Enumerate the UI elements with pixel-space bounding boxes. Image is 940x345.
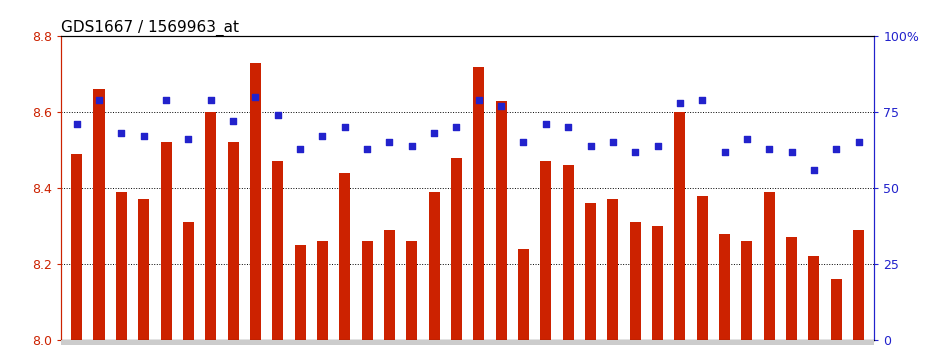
Bar <box>763 192 775 340</box>
Point <box>292 146 307 151</box>
Bar <box>451 158 462 340</box>
Point <box>427 131 442 136</box>
Point <box>784 149 799 154</box>
Point <box>516 140 531 145</box>
Point <box>560 125 575 130</box>
Bar <box>742 241 752 340</box>
Point <box>628 149 643 154</box>
Point <box>672 100 687 106</box>
Point <box>583 143 598 148</box>
Bar <box>562 165 573 340</box>
Point <box>226 118 241 124</box>
Bar <box>674 112 685 340</box>
Point <box>136 134 151 139</box>
Bar <box>853 230 864 340</box>
Point <box>180 137 196 142</box>
Bar <box>697 196 708 340</box>
Bar <box>227 142 239 340</box>
Bar <box>362 241 373 340</box>
Bar <box>429 192 440 340</box>
Bar <box>384 230 395 340</box>
Bar <box>205 112 216 340</box>
Bar <box>273 161 283 340</box>
Point <box>70 121 85 127</box>
Bar <box>607 199 619 340</box>
Point <box>337 125 352 130</box>
Bar <box>540 161 552 340</box>
Point <box>382 140 397 145</box>
Point <box>91 97 106 103</box>
Bar <box>61 340 874 345</box>
Point <box>717 149 732 154</box>
Point <box>471 97 486 103</box>
Bar <box>93 89 104 340</box>
Bar <box>719 234 730 340</box>
Point <box>159 97 174 103</box>
Bar <box>294 245 306 340</box>
Bar <box>406 241 417 340</box>
Bar <box>183 222 194 340</box>
Bar <box>317 241 328 340</box>
Bar <box>786 237 797 340</box>
Bar <box>495 101 507 340</box>
Point <box>114 131 129 136</box>
Point <box>315 134 330 139</box>
Bar <box>652 226 663 340</box>
Point <box>650 143 665 148</box>
Point <box>851 140 866 145</box>
Bar <box>831 279 842 340</box>
Point <box>539 121 554 127</box>
Point <box>829 146 844 151</box>
Bar <box>138 199 149 340</box>
Point <box>761 146 776 151</box>
Point <box>449 125 464 130</box>
Point <box>695 97 710 103</box>
Bar <box>473 67 484 340</box>
Bar <box>339 173 351 340</box>
Bar <box>808 256 820 340</box>
Point <box>248 94 263 100</box>
Point <box>740 137 755 142</box>
Point <box>203 97 218 103</box>
Bar <box>585 203 596 340</box>
Point <box>404 143 419 148</box>
Bar <box>518 249 529 340</box>
Bar <box>71 154 83 340</box>
Bar <box>630 222 641 340</box>
Point <box>605 140 620 145</box>
Bar <box>161 142 172 340</box>
Point <box>494 103 509 109</box>
Bar <box>250 63 261 340</box>
Point <box>360 146 375 151</box>
Text: GDS1667 / 1569963_at: GDS1667 / 1569963_at <box>61 20 239 36</box>
Bar <box>116 192 127 340</box>
Point <box>271 112 286 118</box>
Point <box>807 167 822 172</box>
